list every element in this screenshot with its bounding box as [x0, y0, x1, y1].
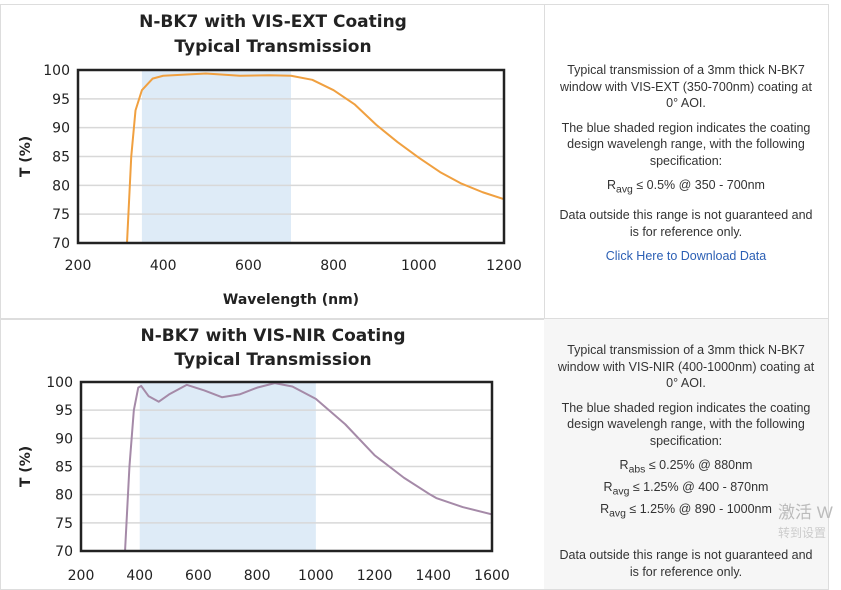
spec-line: Ravg ≤ 0.5% @ 350 - 700nm [556, 177, 816, 199]
x-tick-label: 1000 [401, 258, 437, 274]
watermark-text: 激活 W [778, 503, 833, 522]
spec-symbol: R [603, 480, 613, 494]
description-text: The blue shaded region indicates the coa… [561, 400, 811, 448]
spec-sub: abs [628, 464, 646, 476]
y-tick-label: 95 [52, 92, 70, 108]
spec-line: Ravg ≤ 1.25% @ 400 - 870nm [544, 479, 828, 501]
plot-frame [76, 68, 506, 245]
spec-sub: avg [609, 508, 626, 520]
spec-value: ≤ 0.25% @ 880nm [648, 458, 753, 472]
spec-value: ≤ 1.25% @ 890 - 1000nm [629, 502, 772, 516]
chart-row-vis-ext: N-BK7 with VIS-EXT Coating Typical Transm… [0, 4, 829, 320]
x-tick-label: 1200 [486, 258, 522, 274]
chart-row-vis-nir: N-BK7 with VIS-NIR Coating Typical Transm… [0, 318, 829, 590]
chart-title: N-BK7 with VIS-EXT Coating [139, 12, 407, 32]
y-tick-label: 85 [52, 150, 70, 166]
y-tick-label: 80 [55, 488, 73, 504]
spec-value: ≤ 1.25% @ 400 - 870nm [632, 480, 769, 494]
chart-cell: N-BK7 with VIS-NIR Coating Typical Transm… [0, 319, 545, 589]
spec-symbol: R [600, 502, 610, 516]
y-tick-label: 85 [55, 460, 73, 476]
description-cell: Typical transmission of a 3mm thick N-BK… [544, 319, 828, 589]
description-text: Typical transmission of a 3mm thick N-BK… [557, 343, 815, 390]
y-tick-label: 70 [55, 544, 73, 560]
description-text: Typical transmission of a 3mm thick N-BK… [560, 63, 812, 110]
x-tick-label: 400 [150, 258, 177, 274]
spec-sub: avg [616, 184, 633, 196]
spec-line: Rabs ≤ 0.25% @ 880nm [544, 457, 828, 479]
spec-value: ≤ 0.5% @ 350 - 700nm [636, 178, 765, 192]
x-tick-label: 1000 [298, 568, 334, 584]
spec-symbol: R [607, 178, 617, 192]
x-tick-label: 600 [185, 568, 212, 584]
description-text: The blue shaded region indicates the coa… [561, 120, 811, 168]
vis-nir-chart: N-BK7 with VIS-NIR Coating Typical Transm… [18, 326, 510, 584]
chart-title: Typical Transmission [174, 37, 371, 57]
x-tick-label: 1400 [415, 568, 451, 584]
y-tick-label: 100 [46, 375, 73, 391]
spec-list: Rabs ≤ 0.25% @ 880nm Ravg ≤ 1.25% @ 400 … [544, 457, 828, 523]
watermark-subtext: 转到设置 [778, 526, 827, 540]
description-cell: Typical transmission of a 3mm thick N-BK… [544, 5, 828, 319]
vis-ext-chart: N-BK7 with VIS-EXT Coating Typical Transm… [18, 12, 522, 308]
spec-line: Ravg ≤ 1.25% @ 890 - 1000nm [544, 501, 828, 523]
x-tick-label: 400 [126, 568, 153, 584]
x-tick-label: 600 [235, 258, 262, 274]
chart-title: Typical Transmission [174, 350, 371, 370]
transmission-curve [124, 382, 492, 551]
y-tick-label: 100 [43, 63, 70, 79]
spec-sub: avg [612, 486, 630, 498]
y-tick-label: 95 [55, 403, 73, 419]
transmission-curve [125, 72, 504, 243]
y-tick-label: 75 [55, 516, 73, 532]
y-tick-label: 75 [52, 207, 70, 223]
description-text: Data outside this range is not guarantee… [559, 208, 813, 239]
x-tick-label: 1600 [474, 568, 510, 584]
x-tick-label: 200 [68, 568, 95, 584]
x-tick-label: 200 [65, 258, 92, 274]
x-axis-label: Wavelength (nm) [223, 292, 359, 308]
chart-cell: N-BK7 with VIS-EXT Coating Typical Transm… [0, 5, 545, 319]
x-tick-label: 1200 [357, 568, 393, 584]
chart-title: N-BK7 with VIS-NIR Coating [140, 326, 405, 346]
download-data-link[interactable]: Click Here to Download Data [605, 249, 767, 263]
y-tick-label: 70 [52, 236, 70, 252]
y-tick-label: 90 [55, 431, 73, 447]
y-tick-label: 90 [52, 121, 70, 137]
y-tick-label: 80 [52, 178, 70, 194]
y-axis-label: T (%) [18, 136, 34, 177]
description-text: Data outside this range is not guarantee… [559, 548, 813, 579]
plot-frame [79, 380, 494, 553]
x-tick-label: 800 [244, 568, 271, 584]
spec-symbol: R [619, 458, 629, 472]
x-tick-label: 800 [320, 258, 347, 274]
y-axis-label: T (%) [18, 446, 34, 487]
